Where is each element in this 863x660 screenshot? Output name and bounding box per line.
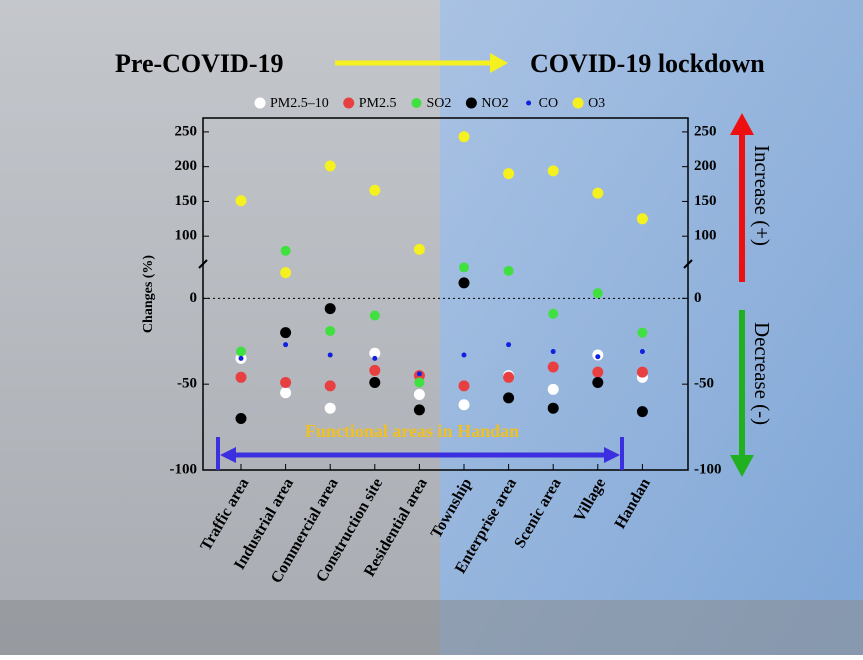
legend-marker — [466, 98, 477, 109]
y2-tick-label: 200 — [694, 158, 717, 174]
point — [369, 365, 380, 376]
point — [548, 362, 559, 373]
chart: Pre-COVID-19 COVID-19 lockdown Increase … — [0, 0, 863, 655]
point — [236, 347, 246, 357]
point — [236, 195, 247, 206]
point — [592, 377, 603, 388]
point — [325, 380, 336, 391]
point — [459, 277, 470, 288]
point — [506, 342, 511, 347]
point — [459, 380, 470, 391]
legend-label: PM2.5 — [359, 96, 397, 111]
point — [503, 168, 514, 179]
point — [280, 327, 291, 338]
point — [236, 413, 247, 424]
point — [372, 356, 377, 361]
point — [503, 372, 514, 383]
point — [459, 399, 470, 410]
y-tick-label: 150 — [175, 193, 198, 209]
y2-tick-label: 250 — [694, 123, 717, 139]
legend-marker — [343, 98, 354, 109]
right-title: COVID-19 lockdown — [530, 49, 765, 78]
point — [459, 262, 469, 272]
point — [414, 377, 424, 387]
point — [459, 131, 470, 142]
y-tick-label: -50 — [177, 376, 197, 392]
legend-label: SO2 — [426, 96, 451, 111]
point — [548, 165, 559, 176]
increase-label: Increase (+) — [750, 145, 774, 246]
decrease-label: Decrease (-) — [750, 322, 774, 425]
y-tick-label: 250 — [175, 123, 198, 139]
y2-tick-label: -50 — [694, 376, 714, 392]
point — [548, 403, 559, 414]
point — [325, 303, 336, 314]
point — [592, 367, 603, 378]
point — [504, 266, 514, 276]
y-tick-label: 0 — [190, 290, 198, 306]
point — [283, 342, 288, 347]
point — [548, 309, 558, 319]
point — [637, 328, 647, 338]
point — [551, 349, 556, 354]
point — [414, 244, 425, 255]
point — [595, 354, 600, 359]
y2-tick-label: 100 — [694, 228, 717, 244]
legend-marker — [411, 98, 421, 108]
point — [592, 188, 603, 199]
legend-label: NO2 — [481, 96, 508, 111]
point — [637, 367, 648, 378]
point — [637, 213, 648, 224]
point — [640, 349, 645, 354]
y-tick-label: -100 — [170, 461, 198, 477]
point — [462, 352, 467, 357]
point — [325, 403, 336, 414]
y-tick-label: 200 — [175, 158, 198, 174]
point — [281, 246, 291, 256]
y2-tick-label: -100 — [694, 461, 722, 477]
point — [325, 326, 335, 336]
city-skyline — [0, 600, 863, 655]
point — [414, 404, 425, 415]
point — [370, 311, 380, 321]
legend-label: O3 — [588, 96, 605, 111]
y-tick-label: 100 — [175, 228, 198, 244]
legend-marker — [255, 98, 266, 109]
y2-tick-label: 0 — [694, 290, 702, 306]
point — [280, 387, 291, 398]
point — [414, 389, 425, 400]
left-title: Pre-COVID-19 — [115, 49, 283, 78]
legend-label: CO — [539, 96, 558, 111]
legend-label: PM2.5–10 — [270, 96, 329, 111]
point — [593, 288, 603, 298]
point — [369, 185, 380, 196]
legend-marker — [573, 98, 584, 109]
legend-marker — [526, 101, 531, 106]
area-label: Functional areas in Handan — [305, 421, 519, 441]
point — [325, 160, 336, 171]
point — [280, 377, 291, 388]
y2-tick-label: 150 — [694, 193, 717, 209]
point — [548, 384, 559, 395]
point — [239, 356, 244, 361]
point — [280, 267, 291, 278]
point — [417, 371, 422, 376]
point — [369, 377, 380, 388]
y-axis-label: Changes (%) — [141, 255, 156, 334]
point — [637, 406, 648, 417]
point — [328, 352, 333, 357]
point — [236, 372, 247, 383]
point — [503, 392, 514, 403]
